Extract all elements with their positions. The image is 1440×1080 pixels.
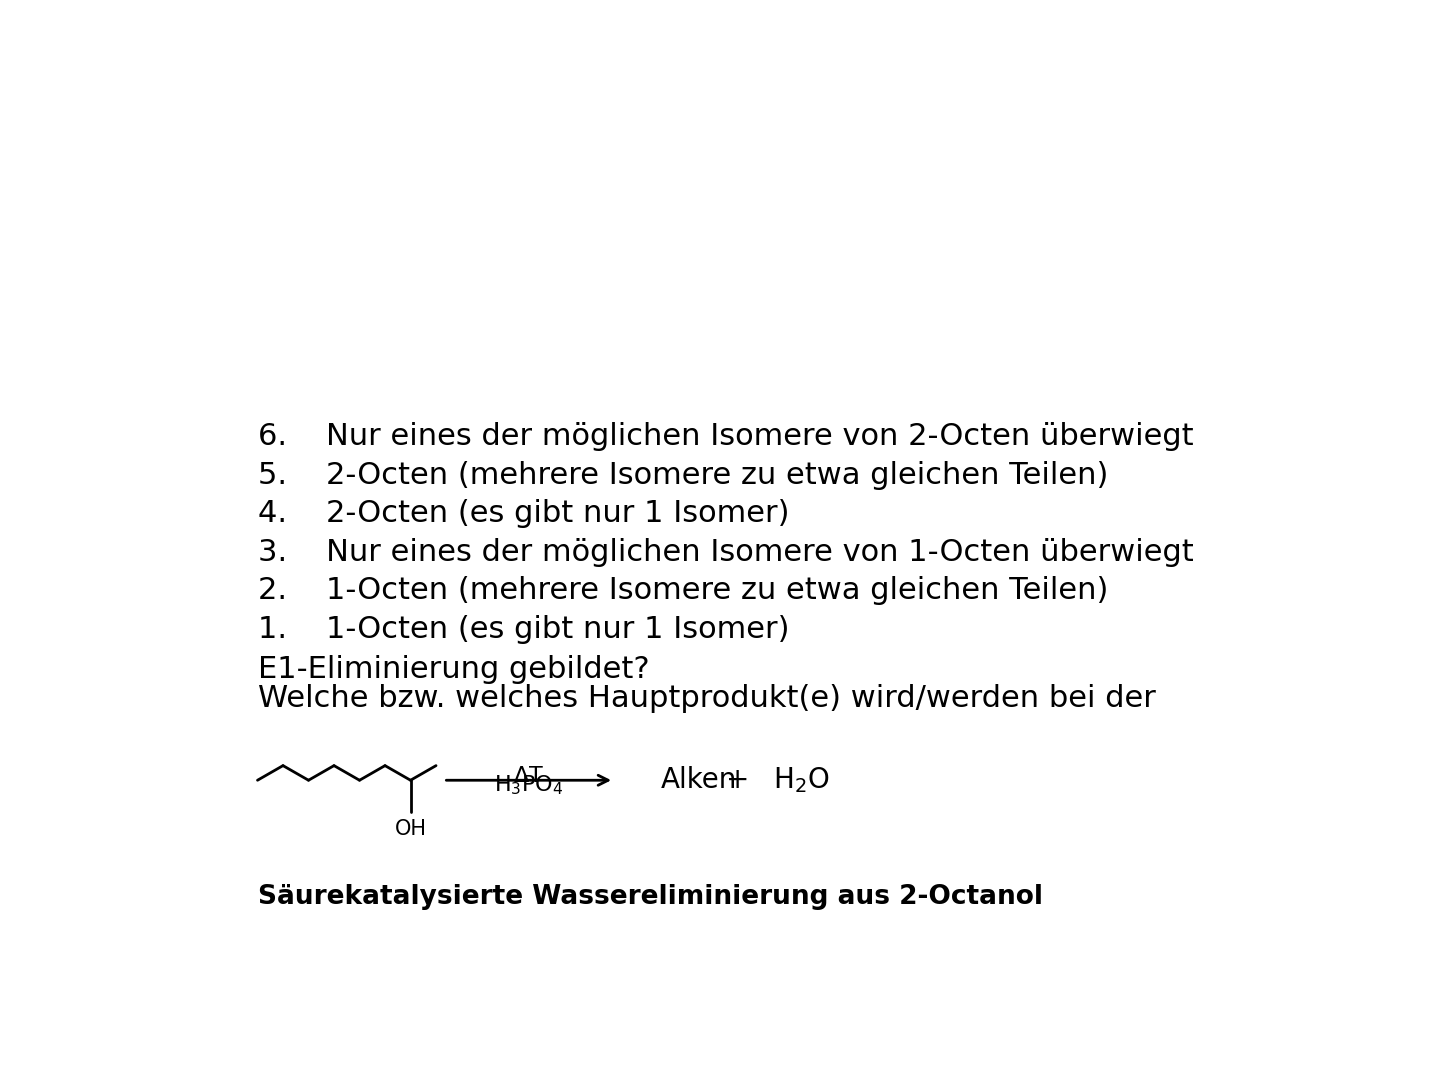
Text: 2.    1-Octen (mehrere Isomere zu etwa gleichen Teilen): 2. 1-Octen (mehrere Isomere zu etwa glei…: [258, 577, 1107, 605]
Text: E1-Eliminierung gebildet?: E1-Eliminierung gebildet?: [258, 654, 649, 684]
Text: OH: OH: [395, 819, 426, 838]
Text: $\Delta$T: $\Delta$T: [513, 767, 544, 786]
Text: Alken: Alken: [661, 766, 737, 794]
Text: Welche bzw. welches Hauptprodukt(e) wird/werden bei der: Welche bzw. welches Hauptprodukt(e) wird…: [258, 684, 1155, 713]
Text: 6.    Nur eines der möglichen Isomere von 2-Octen überwiegt: 6. Nur eines der möglichen Isomere von 2…: [258, 422, 1194, 451]
Text: 1.    1-Octen (es gibt nur 1 Isomer): 1. 1-Octen (es gibt nur 1 Isomer): [258, 615, 789, 644]
Text: Säurekatalysierte Wassereliminierung aus 2-Octanol: Säurekatalysierte Wassereliminierung aus…: [258, 885, 1043, 910]
Text: 4.    2-Octen (es gibt nur 1 Isomer): 4. 2-Octen (es gibt nur 1 Isomer): [258, 499, 789, 528]
Text: H$_3$PO$_4$: H$_3$PO$_4$: [494, 773, 563, 797]
Text: H$_2$O: H$_2$O: [773, 766, 829, 795]
Text: 5.    2-Octen (mehrere Isomere zu etwa gleichen Teilen): 5. 2-Octen (mehrere Isomere zu etwa glei…: [258, 461, 1107, 489]
Text: 3.    Nur eines der möglichen Isomere von 1-Octen überwiegt: 3. Nur eines der möglichen Isomere von 1…: [258, 538, 1194, 567]
Text: +: +: [726, 766, 750, 794]
